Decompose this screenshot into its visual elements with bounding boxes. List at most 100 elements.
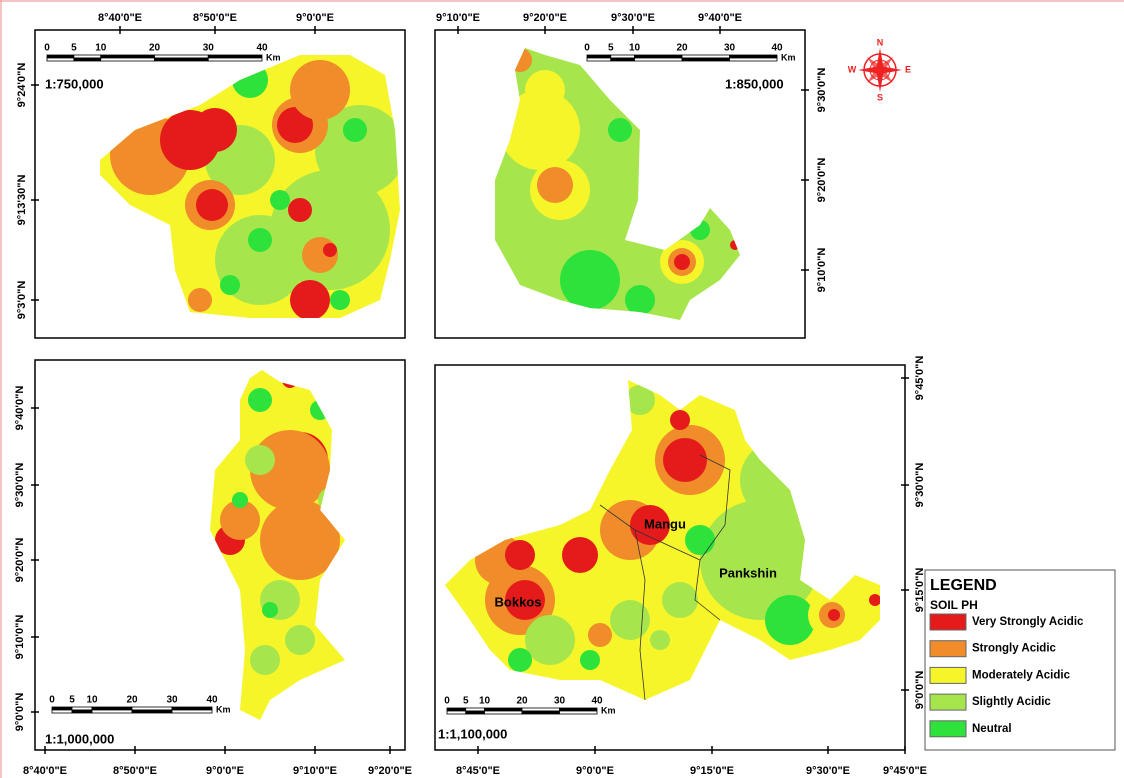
scale-bar-label: 10 — [95, 43, 107, 54]
surface-patch — [625, 385, 655, 415]
bottom-coordinate-label: 9°20'0"E — [368, 765, 412, 777]
bottom-coordinate-label: 9°15'0"E — [690, 765, 734, 777]
scale-bar-segment — [586, 57, 612, 62]
scale-bar-label: 0 — [49, 695, 55, 706]
top-coordinate-label: 8°50'0"E — [193, 12, 237, 24]
surface-patch — [537, 167, 573, 203]
surface-patch — [232, 492, 248, 508]
right-coordinate-label: 9°20'0"N — [816, 158, 828, 203]
scale-bar-label: 0 — [44, 43, 50, 54]
surface-patch — [630, 505, 670, 545]
scale-bar-segment — [681, 57, 730, 62]
compass-n: N — [877, 37, 884, 47]
top-coordinate-label: 9°30'0"E — [611, 12, 655, 24]
scale-bar-segment — [154, 57, 209, 62]
scale-bar-segment — [73, 54, 102, 59]
surface-patch — [525, 70, 565, 110]
scale-bar-unit: Km — [216, 704, 231, 714]
left-coordinate-label: 9°13'30"N — [16, 175, 28, 226]
scale-bar-segment — [46, 54, 75, 59]
surface-patch — [220, 275, 240, 295]
surface-patch — [869, 594, 880, 606]
scale-bar-label: 20 — [126, 695, 138, 706]
scale-bar-segment — [71, 706, 93, 711]
legend-swatch — [929, 640, 967, 658]
legend-label: Strongly Acidic — [972, 643, 1057, 655]
scale-bar-segment — [46, 57, 75, 62]
surface-patch — [196, 189, 228, 221]
surface-patch — [245, 445, 275, 475]
scale-bar-segment — [610, 57, 635, 62]
surface-patch — [670, 410, 690, 430]
map-scale: 1:1,000,000 — [45, 731, 114, 746]
bottom-coordinate-label: 9°0'0"E — [576, 765, 614, 777]
surface-patch — [560, 250, 620, 310]
top-coordinate-label: 9°10'0"E — [436, 12, 480, 24]
scale-bar-segment — [559, 707, 598, 712]
scale-bar-segment — [610, 54, 635, 59]
surface-patch — [685, 525, 715, 555]
left-coordinate-label: 9°3'0"N — [16, 281, 28, 320]
surface-patch — [828, 609, 840, 621]
scale-bar-label: 0 — [444, 696, 450, 707]
surface-patch — [662, 582, 698, 618]
labels: 8°40'0"E 8°50'0"E 9°0'0"E 9°24'0"N 9°13'30"N… — [14, 12, 927, 777]
scale-bar-segment — [681, 54, 730, 59]
legend-swatch — [929, 720, 967, 738]
scale-bar-label: 40 — [591, 696, 603, 707]
surface-patch — [562, 537, 598, 573]
right-coordinate-label: 9°30'0"N — [816, 68, 828, 113]
bottom-coordinate-label: 9°0'0"E — [206, 765, 244, 777]
surface-patch — [220, 500, 260, 540]
scale-bar-segment — [465, 710, 485, 715]
scale-bar-segment — [207, 57, 263, 62]
surface-patch — [500, 90, 580, 170]
right-coordinate-label: 9°10'0"N — [816, 248, 828, 293]
surface-patch — [248, 388, 272, 412]
scale-bar-segment — [100, 57, 155, 62]
scale-bar-label: 20 — [149, 43, 161, 54]
scale-bar-segment — [51, 709, 73, 714]
scale-bar-segment — [73, 57, 102, 62]
surface-patch — [260, 500, 340, 580]
map-scale: 1:750,000 — [45, 76, 104, 91]
scale-bar-label: 20 — [516, 696, 528, 707]
left-coordinate-label: 9°0'0"N — [14, 693, 26, 732]
compass-s: S — [877, 92, 883, 102]
scale-bar-label: 30 — [554, 696, 566, 707]
scale-bar-label: 30 — [724, 43, 736, 54]
surface-patch — [650, 630, 670, 650]
legend-subtitle: SOIL PH — [930, 598, 978, 612]
scale-bar-unit: Km — [266, 52, 281, 62]
bottom-coordinate-label: 9°45'0"E — [883, 765, 927, 777]
left-coordinate-label: 9°24'0"N — [16, 63, 28, 108]
scale-bar-label: 10 — [629, 43, 641, 54]
surface-patch — [700, 500, 820, 620]
scale-bar-label: 10 — [479, 696, 491, 707]
legend-label: Moderately Acidic — [972, 669, 1071, 681]
surface-patch — [580, 650, 600, 670]
surface-patch — [588, 623, 612, 647]
right-coordinate-label: 9°30'0"N — [914, 463, 926, 508]
scale-bar-unit: Km — [781, 52, 796, 62]
right-coordinate-label: 9°0'0"N — [914, 671, 926, 710]
scale-bar-segment — [71, 709, 93, 714]
left-coordinate-label: 9°20'0"N — [14, 538, 26, 583]
map-scale: 1:850,000 — [725, 76, 784, 91]
scale-bar-segment — [51, 706, 73, 711]
scale-bar-segment — [131, 706, 173, 711]
north-arrow: N S E W — [848, 37, 911, 102]
district-boundary — [599, 504, 646, 701]
bottom-coordinate-label: 8°50'0"E — [113, 765, 157, 777]
panel-frame — [34, 359, 406, 751]
bottom-coordinate-label: 8°45'0"E — [456, 765, 500, 777]
compass-e: E — [905, 64, 911, 74]
scale-bar-label: 40 — [771, 43, 783, 54]
surface-patch — [608, 118, 632, 142]
surface-patch — [330, 290, 350, 310]
scale-bar-segment — [634, 54, 683, 59]
top-coordinate-label: 9°0'0"E — [296, 12, 334, 24]
legend-swatch — [929, 693, 967, 711]
scale-bar-segment — [100, 54, 155, 59]
